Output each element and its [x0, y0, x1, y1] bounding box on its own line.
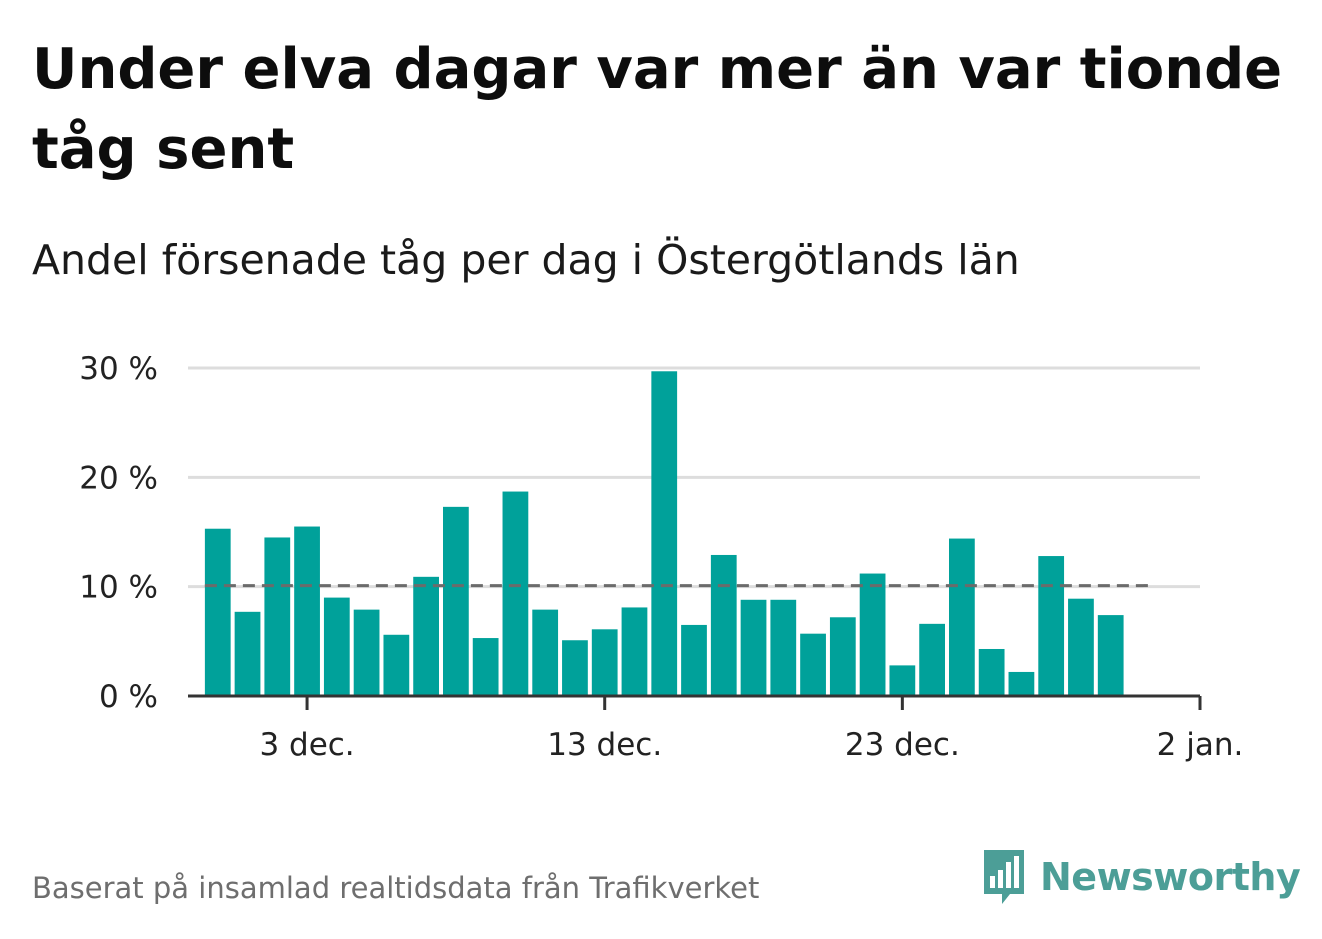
bar — [562, 640, 588, 696]
bar — [204, 528, 231, 696]
bar — [829, 617, 856, 696]
bar — [234, 611, 261, 696]
source-note: Baserat på insamlad realtidsdata från Tr… — [32, 871, 760, 905]
bar — [770, 599, 797, 696]
bar — [651, 371, 678, 696]
bar — [413, 576, 439, 696]
bar — [323, 597, 350, 696]
x-tick-label: 2 jan. — [1157, 727, 1244, 763]
newsworthy-logo: Newsworthy — [980, 846, 1301, 908]
bar — [889, 665, 916, 696]
chart-title: Under elva dagar var mer än var tionde t… — [32, 37, 1283, 182]
bar-chart: 0 % 10 % 20 % 30 % 3 dec. 13 dec. 23 dec. 2 jan… — [79, 351, 1244, 763]
bar — [681, 624, 707, 696]
bar — [1038, 556, 1065, 696]
bar — [264, 537, 291, 696]
x-tick-label: 23 dec. — [845, 727, 960, 763]
x-tick-label: 3 dec. — [259, 727, 354, 763]
bar — [1097, 615, 1124, 696]
bar — [978, 648, 1005, 696]
bar — [532, 609, 559, 696]
bar — [383, 634, 410, 696]
bar — [949, 538, 975, 696]
bar — [1008, 671, 1035, 696]
bar — [591, 629, 618, 696]
x-tick-label: 13 dec. — [547, 727, 662, 763]
chart-subtitle: Andel försenade tåg per dag i Östergötla… — [32, 236, 1020, 284]
y-tick-label: 10 % — [79, 570, 158, 606]
bar — [859, 573, 886, 696]
bar — [443, 506, 469, 696]
bar — [621, 607, 648, 696]
bar — [502, 491, 529, 696]
bar — [294, 526, 320, 696]
bar — [710, 554, 737, 696]
logo-text: Newsworthy — [1040, 855, 1301, 899]
bar — [353, 609, 380, 696]
bar-chart-speech-bubble-icon — [984, 850, 1024, 904]
y-tick-label: 0 % — [99, 679, 158, 715]
bar — [472, 638, 499, 696]
bar — [800, 633, 826, 696]
y-tick-label: 20 % — [79, 460, 158, 496]
bar — [919, 623, 945, 696]
bar — [1068, 598, 1094, 696]
bar — [740, 599, 767, 696]
y-tick-label: 30 % — [79, 351, 158, 387]
